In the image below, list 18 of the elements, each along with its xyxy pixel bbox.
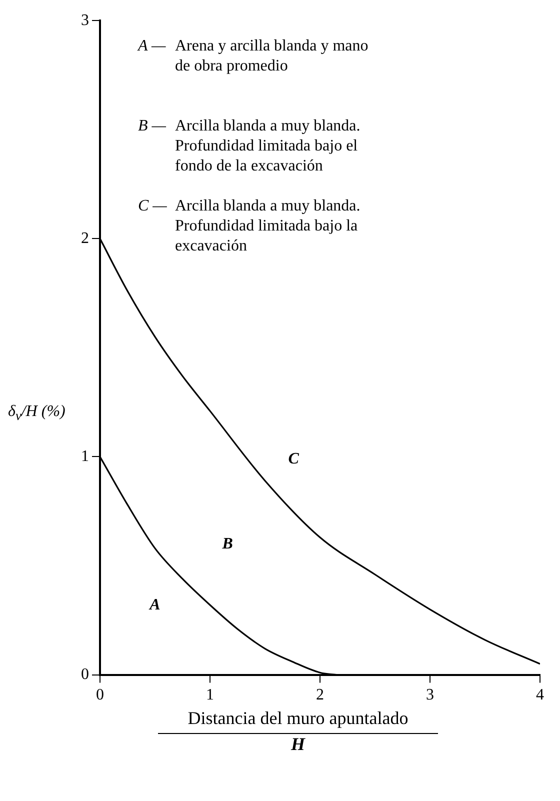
y-tick-label: 2 [81, 230, 89, 247]
x-axis-title: Distancia del muro apuntalado [158, 708, 438, 734]
x-tick-label: 4 [536, 686, 544, 704]
text: H [290, 734, 305, 755]
y-tick-label: 0 [81, 666, 89, 684]
y-tick-label: 3 [81, 12, 89, 29]
x-tick-label: 2 [316, 686, 324, 704]
annotation: C [288, 450, 300, 468]
x-tick-label: 1 [206, 686, 214, 704]
annotation: A [148, 596, 161, 614]
x-tick-label: 3 [426, 686, 434, 704]
annotation: A — Arena y arcilla blanda y mano de obra promedio [137, 38, 368, 75]
y-axis-title: δ$_{v}$/H (%) [8, 403, 66, 424]
x-tick-label: 0 [96, 686, 104, 704]
annotation: B — Arcilla blanda a muy blanda. Profundidad limitada bajo el fondo de la excavación [138, 118, 360, 175]
annotation: B [221, 536, 234, 553]
annotation: C — Arcilla blanda a muy blanda. Profundidad limitada bajo la excavación [138, 198, 360, 255]
y-tick-label: 1 [81, 448, 89, 465]
